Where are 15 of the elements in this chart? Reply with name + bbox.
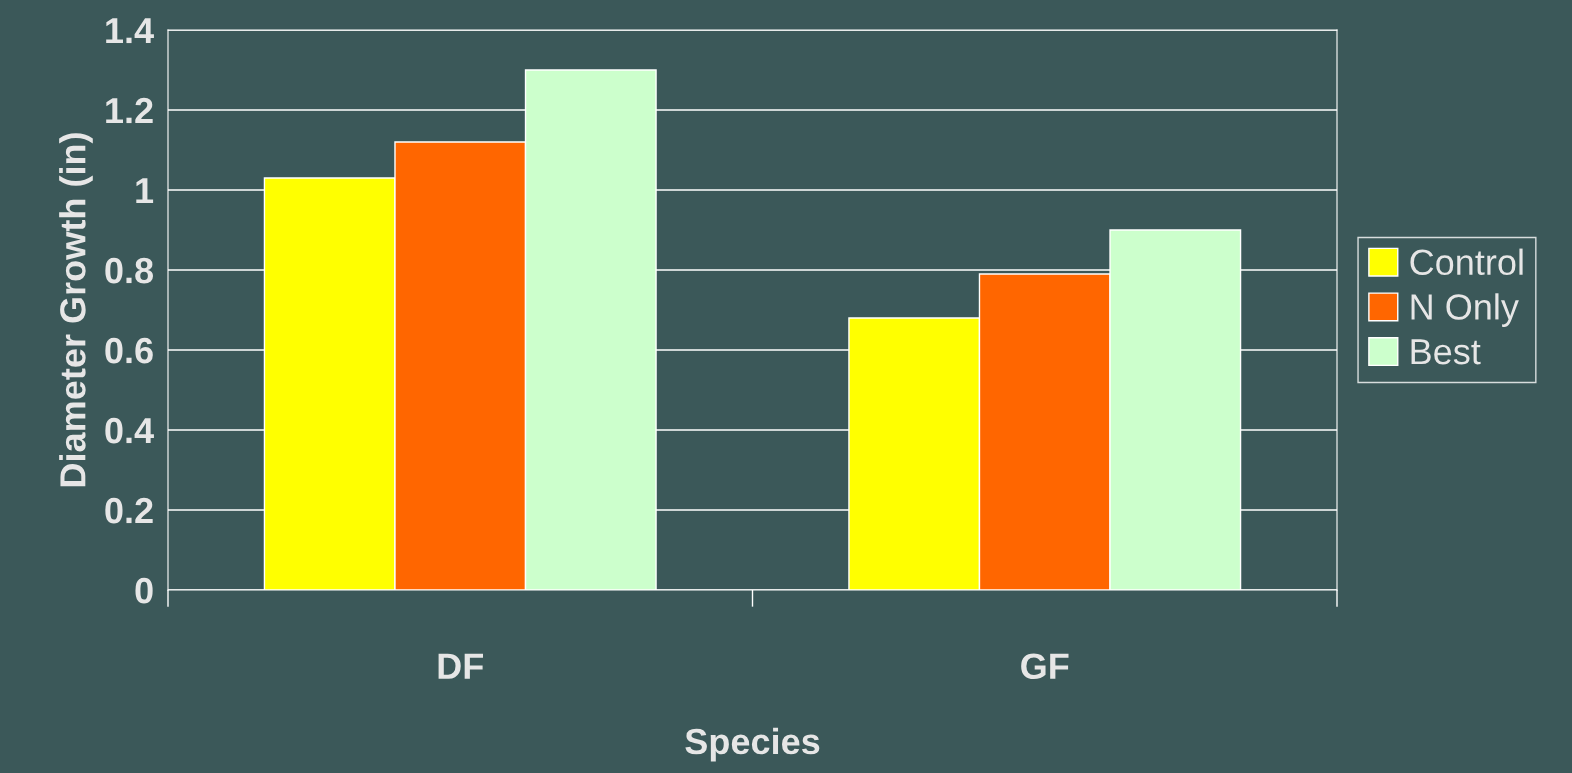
x-tick-label: GF: [1021, 653, 1069, 680]
y-tick-label: 0.8: [105, 257, 154, 284]
y-axis-title: Diameter Growth (in): [59, 133, 93, 487]
x-axis-title: Species: [685, 727, 820, 762]
y-tick-label: 0.6: [105, 337, 153, 364]
x-tick-label: DF: [438, 653, 483, 679]
legend-label: Control: [1410, 248, 1523, 276]
y-tick-label: 1.2: [106, 97, 153, 124]
legend-label: N Only: [1411, 293, 1519, 327]
y-tick-label: 0.2: [105, 497, 153, 524]
legend-label: Best: [1411, 339, 1481, 365]
y-tick-label: 0: [135, 577, 153, 604]
y-tick-label: 0.4: [105, 417, 154, 444]
y-tick-label: 1.4: [106, 18, 154, 44]
y-tick-label: 1: [136, 178, 154, 204]
